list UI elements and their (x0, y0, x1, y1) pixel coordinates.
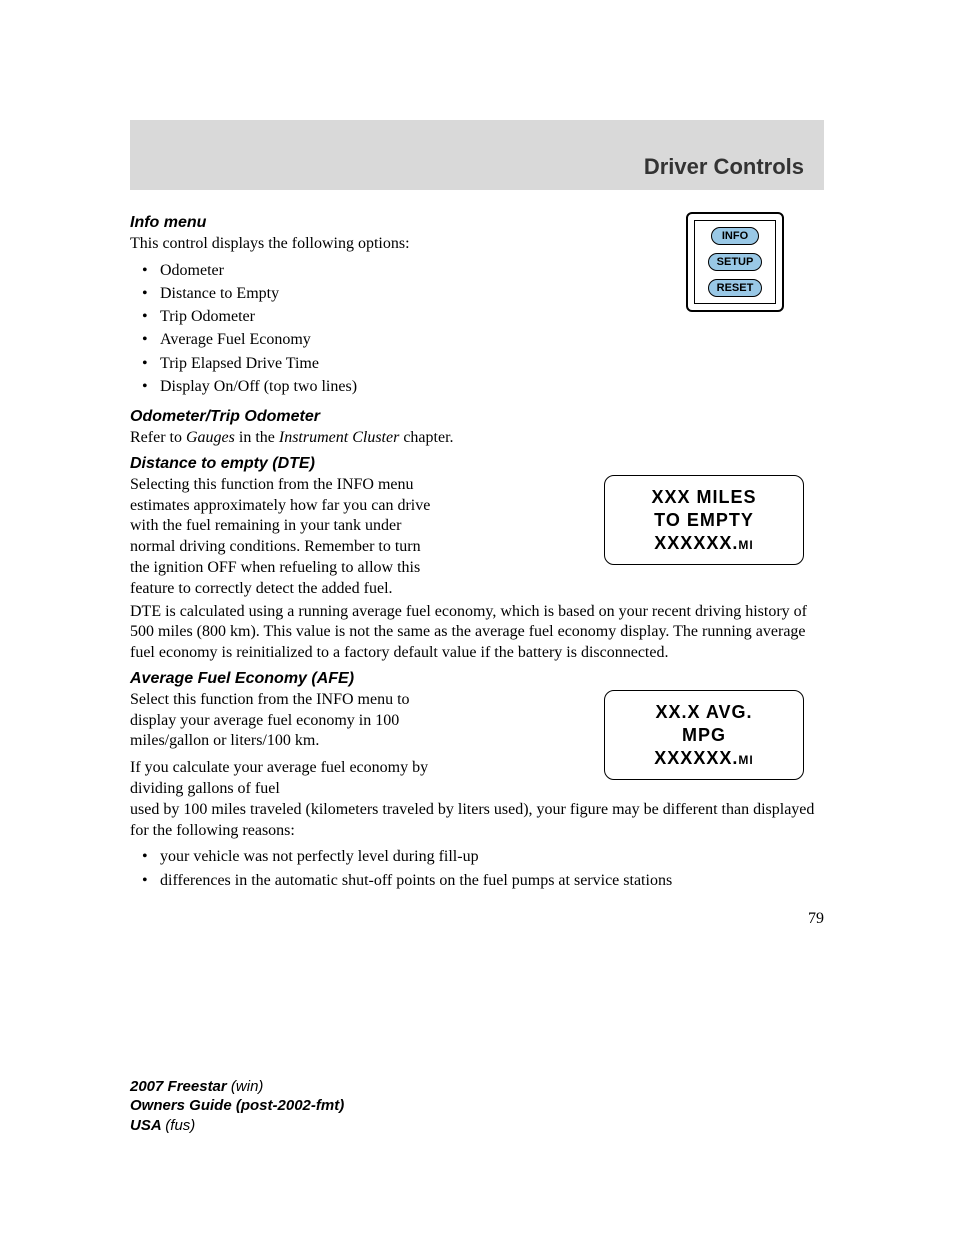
button-panel-figure: INFO SETUP RESET (686, 208, 824, 312)
dte-heading: Distance to empty (DTE) (130, 455, 824, 473)
dte-display: XXX MILES TO EMPTY XXXXXX.MI (604, 475, 804, 565)
button-panel: INFO SETUP RESET (686, 212, 784, 312)
afe-line3: XXXXXX.MI (617, 748, 791, 769)
afe-text-col: Select this function from the INFO menu … (130, 690, 584, 800)
dte-row: Selecting this function from the INFO me… (130, 475, 824, 600)
footer: 2007 Freestar (win) Owners Guide (post-2… (130, 1077, 344, 1136)
dte-para2: DTE is calculated using a running averag… (130, 602, 824, 664)
list-item: Display On/Off (top two lines) (148, 375, 666, 398)
odometer-ital1: Gauges (186, 429, 235, 446)
odometer-ital2: Instrument Cluster (279, 429, 399, 446)
list-item: Trip Elapsed Drive Time (148, 352, 666, 375)
info-menu-text: Info menu This control displays the foll… (130, 208, 666, 402)
page: Driver Controls Info menu This control d… (0, 0, 954, 928)
info-menu-heading: Info menu (130, 214, 666, 232)
info-menu-intro: This control displays the following opti… (130, 234, 666, 255)
setup-button[interactable]: SETUP (708, 253, 763, 271)
afe-line3-unit: MI (738, 753, 753, 767)
footer-l1-bold: 2007 Freestar (130, 1078, 231, 1095)
footer-l3-bold: USA (130, 1117, 165, 1134)
footer-line2: Owners Guide (post-2002-fmt) (130, 1096, 344, 1116)
dte-display-figure: XXX MILES TO EMPTY XXXXXX.MI (604, 475, 824, 565)
list-item: Odometer (148, 259, 666, 282)
info-button[interactable]: INFO (711, 227, 759, 245)
afe-row: Select this function from the INFO menu … (130, 690, 824, 800)
afe-line1: XX.X AVG. (617, 701, 791, 724)
list-item: differences in the automatic shut-off po… (148, 869, 824, 892)
list-item: Average Fuel Economy (148, 328, 666, 351)
dte-line1: XXX MILES (617, 486, 791, 509)
button-panel-inner: INFO SETUP RESET (694, 220, 776, 304)
footer-l1-ital: (win) (231, 1078, 264, 1095)
dte-line2: TO EMPTY (617, 509, 791, 532)
chapter-title: Driver Controls (644, 154, 804, 180)
afe-bullets: your vehicle was not perfectly level dur… (130, 845, 824, 891)
info-menu-section: Info menu This control displays the foll… (130, 208, 824, 402)
odometer-text: Refer to Gauges in the Instrument Cluste… (130, 428, 824, 449)
reset-button[interactable]: RESET (708, 279, 763, 297)
dte-line3-main: XXXXXX. (654, 533, 738, 553)
odometer-mid: in the (235, 429, 279, 446)
footer-line3: USA (fus) (130, 1116, 344, 1136)
afe-para2a: If you calculate your average fuel econo… (130, 758, 440, 800)
afe-line2: MPG (617, 724, 791, 747)
footer-l2-bold: Owners Guide (post-2002-fmt) (130, 1097, 344, 1114)
odometer-post: chapter. (399, 429, 453, 446)
afe-para1: Select this function from the INFO menu … (130, 690, 440, 752)
dte-para1: Selecting this function from the INFO me… (130, 475, 440, 600)
dte-text-col: Selecting this function from the INFO me… (130, 475, 584, 600)
odometer-pre: Refer to (130, 429, 186, 446)
afe-heading: Average Fuel Economy (AFE) (130, 670, 824, 688)
odometer-heading: Odometer/Trip Odometer (130, 408, 824, 426)
info-menu-list: Odometer Distance to Empty Trip Odometer… (130, 259, 666, 398)
footer-l3-ital: (fus) (165, 1117, 195, 1134)
list-item: Trip Odometer (148, 305, 666, 328)
list-item: Distance to Empty (148, 282, 666, 305)
afe-display-figure: XX.X AVG. MPG XXXXXX.MI (604, 690, 824, 780)
page-number: 79 (130, 910, 824, 928)
dte-line3-unit: MI (738, 538, 753, 552)
header-bar: Driver Controls (130, 120, 824, 190)
afe-display: XX.X AVG. MPG XXXXXX.MI (604, 690, 804, 780)
list-item: your vehicle was not perfectly level dur… (148, 845, 824, 868)
afe-para2b: used by 100 miles traveled (kilometers t… (130, 800, 824, 842)
dte-line3: XXXXXX.MI (617, 533, 791, 554)
afe-line3-main: XXXXXX. (654, 748, 738, 768)
footer-line1: 2007 Freestar (win) (130, 1077, 344, 1097)
